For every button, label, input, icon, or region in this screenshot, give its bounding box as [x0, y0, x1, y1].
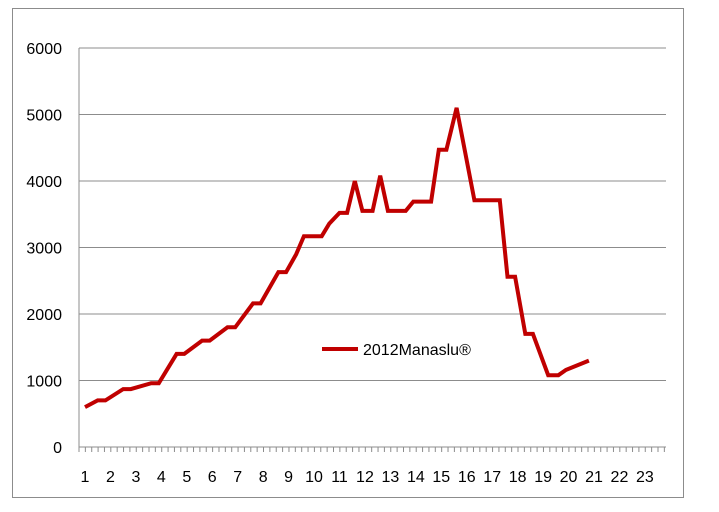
x-tick-label-20: 20: [560, 469, 578, 486]
x-tick-label-13: 13: [382, 469, 400, 486]
y-tick-label-6000: 6000: [26, 41, 62, 58]
y-tick-label-3000: 3000: [26, 241, 62, 258]
x-tick-label-2: 2: [106, 469, 115, 486]
y-tick-label-0: 0: [53, 440, 62, 457]
x-tick-label-8: 8: [259, 469, 268, 486]
y-tick-label-1000: 1000: [26, 374, 62, 391]
x-tick-labels: 1 2 3 4 5 6 7 8 9 10 11 12 13 14 15 16 17 18 19 20 21 22 23: [81, 469, 654, 486]
y-tick-labels: 0 1000 2000 3000 4000 5000 6000: [26, 41, 62, 457]
x-tick-label-18: 18: [509, 469, 527, 486]
x-tick-label-22: 22: [611, 469, 629, 486]
x-tick-label-10: 10: [305, 469, 323, 486]
series-lines: [84, 107, 590, 409]
y-tick-label-5000: 5000: [26, 108, 62, 125]
x-tick-label-9: 9: [284, 469, 293, 486]
y-tick-label-4000: 4000: [26, 174, 62, 191]
x-tick-label-23: 23: [636, 469, 654, 486]
legend[interactable]: 2012Manaslu®: [322, 342, 471, 359]
x-tick-label-3: 3: [131, 469, 140, 486]
legend-label: 2012Manaslu®: [363, 342, 471, 359]
gridlines: [79, 47, 666, 381]
x-tick-label-19: 19: [534, 469, 552, 486]
y-tick-label-2000: 2000: [26, 307, 62, 324]
x-tick-label-6: 6: [208, 469, 217, 486]
x-tick-label-14: 14: [407, 469, 425, 486]
x-tick-label-15: 15: [432, 469, 450, 486]
series-line-0: [84, 107, 590, 409]
x-tick-label-16: 16: [458, 469, 476, 486]
x-tick-label-21: 21: [585, 469, 603, 486]
x-tick-label-1: 1: [81, 469, 90, 486]
x-tick-label-17: 17: [483, 469, 501, 486]
axes: [78, 48, 666, 452]
x-tick-label-4: 4: [157, 469, 166, 486]
chart-frame: [12, 8, 684, 498]
x-tick-label-12: 12: [356, 469, 374, 486]
x-tick-label-11: 11: [331, 469, 348, 486]
x-tick-label-7: 7: [233, 469, 242, 486]
x-tick-label-5: 5: [182, 469, 191, 486]
